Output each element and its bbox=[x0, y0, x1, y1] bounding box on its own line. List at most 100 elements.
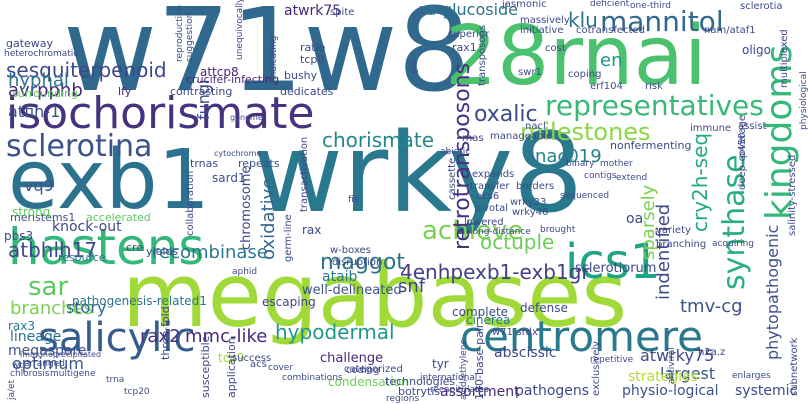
word: megabases bbox=[122, 244, 628, 347]
word: superior bbox=[448, 29, 490, 40]
word: pathogens bbox=[515, 383, 590, 399]
word: w71w8 bbox=[63, 0, 471, 118]
word: acs6 bbox=[476, 191, 500, 202]
word: multiplexed bbox=[779, 29, 790, 88]
word: transposons bbox=[477, 24, 488, 86]
word: sequenced bbox=[560, 191, 610, 201]
word: 4enhpexb1-exb1gr bbox=[400, 260, 590, 284]
word: rax3 bbox=[8, 319, 36, 333]
word: contigs bbox=[584, 171, 617, 181]
word: vq9 bbox=[24, 176, 54, 195]
word: pivotal bbox=[474, 203, 508, 214]
word: manageable bbox=[490, 131, 553, 142]
word: knock-out bbox=[52, 219, 122, 235]
word: borders bbox=[516, 181, 555, 192]
word: hastens bbox=[8, 218, 205, 276]
word: aphid bbox=[232, 267, 258, 277]
word: escaping bbox=[262, 295, 316, 309]
word: tmv-cg bbox=[680, 296, 743, 317]
word: salinity-stressed bbox=[787, 154, 798, 236]
word: chlorosis bbox=[10, 369, 50, 379]
word: chorismate bbox=[322, 128, 434, 152]
word: centromere bbox=[460, 312, 703, 361]
word: salicylic bbox=[38, 315, 196, 361]
word: variety bbox=[656, 225, 691, 236]
word: tcp8 bbox=[300, 53, 325, 66]
word: oa bbox=[626, 211, 644, 227]
word: resource bbox=[58, 251, 106, 264]
word: success bbox=[232, 353, 272, 364]
word: disruption bbox=[332, 257, 383, 268]
word: physiological bbox=[799, 71, 808, 130]
word: combinations bbox=[282, 373, 343, 383]
word: gus bbox=[409, 57, 419, 74]
word: maggot bbox=[320, 250, 405, 275]
word: categorized bbox=[344, 364, 403, 375]
word: extend bbox=[616, 173, 648, 183]
word: exb1 bbox=[8, 133, 210, 228]
word: binary bbox=[566, 159, 595, 169]
word: yields bbox=[146, 245, 179, 258]
word: swr1 bbox=[518, 67, 542, 78]
word: atwrk75 bbox=[284, 3, 342, 19]
word: tcp20 bbox=[124, 387, 150, 397]
word: mother bbox=[600, 159, 633, 169]
word: botrytis bbox=[398, 385, 441, 398]
word: cre bbox=[126, 241, 144, 254]
word: rax1 bbox=[452, 41, 477, 54]
word: collaboration bbox=[185, 170, 196, 236]
word: branches bbox=[10, 298, 94, 319]
word: story bbox=[66, 298, 107, 317]
word: expands bbox=[472, 169, 515, 180]
word: oligo bbox=[742, 43, 771, 57]
word: accelerated bbox=[86, 211, 151, 224]
word: repeats bbox=[238, 157, 280, 170]
word: recapitulates bbox=[430, 385, 489, 395]
word: germ-line bbox=[283, 214, 294, 262]
word: long-distance bbox=[470, 227, 531, 237]
word: surrounding bbox=[12, 87, 78, 100]
word: abscissic bbox=[494, 345, 557, 361]
word: sclerotiorum bbox=[575, 261, 657, 276]
word: cotransfected bbox=[576, 25, 645, 36]
word: isochorismate bbox=[6, 88, 315, 139]
word: lineage bbox=[10, 329, 62, 345]
word: coping bbox=[568, 69, 602, 80]
word: massively bbox=[520, 15, 570, 26]
word: sesquiterpenoid bbox=[6, 58, 167, 82]
word: hypodermal bbox=[275, 320, 395, 344]
word: pbs3 bbox=[4, 229, 34, 243]
word: unequivocally bbox=[235, 0, 245, 60]
word: 180-base-pair bbox=[473, 323, 486, 400]
word: bushy bbox=[284, 69, 318, 82]
word: cover bbox=[268, 363, 294, 373]
word: transfer bbox=[470, 181, 510, 192]
word: risk bbox=[645, 81, 663, 92]
word: gateway bbox=[6, 37, 54, 50]
word: sar bbox=[28, 272, 69, 302]
word: wrky46 bbox=[512, 207, 549, 218]
word: heterochromatic bbox=[4, 49, 79, 59]
word: suggestion bbox=[185, 12, 195, 62]
word: well-delineated bbox=[302, 283, 402, 298]
word: cassette bbox=[447, 157, 458, 200]
word: lfy bbox=[118, 85, 132, 98]
word: indicating bbox=[269, 35, 279, 80]
word: lowered bbox=[464, 217, 504, 228]
word: brought bbox=[540, 225, 576, 235]
word: nac019 bbox=[535, 146, 602, 167]
word: cry2h-seq bbox=[688, 132, 712, 232]
word: atbhlh17 bbox=[8, 238, 98, 262]
word: one-third bbox=[630, 1, 671, 11]
word: oxalic bbox=[474, 102, 538, 127]
word: atwrky75 bbox=[640, 346, 715, 365]
word: megaspore bbox=[8, 343, 87, 359]
word: strong bbox=[12, 205, 51, 219]
word: deficient bbox=[590, 0, 630, 9]
word: enlarges bbox=[732, 371, 771, 381]
word: fis bbox=[348, 195, 359, 205]
word: acquiring bbox=[712, 239, 754, 249]
word: nonfermenting bbox=[610, 139, 692, 152]
word: representatives bbox=[545, 89, 764, 122]
